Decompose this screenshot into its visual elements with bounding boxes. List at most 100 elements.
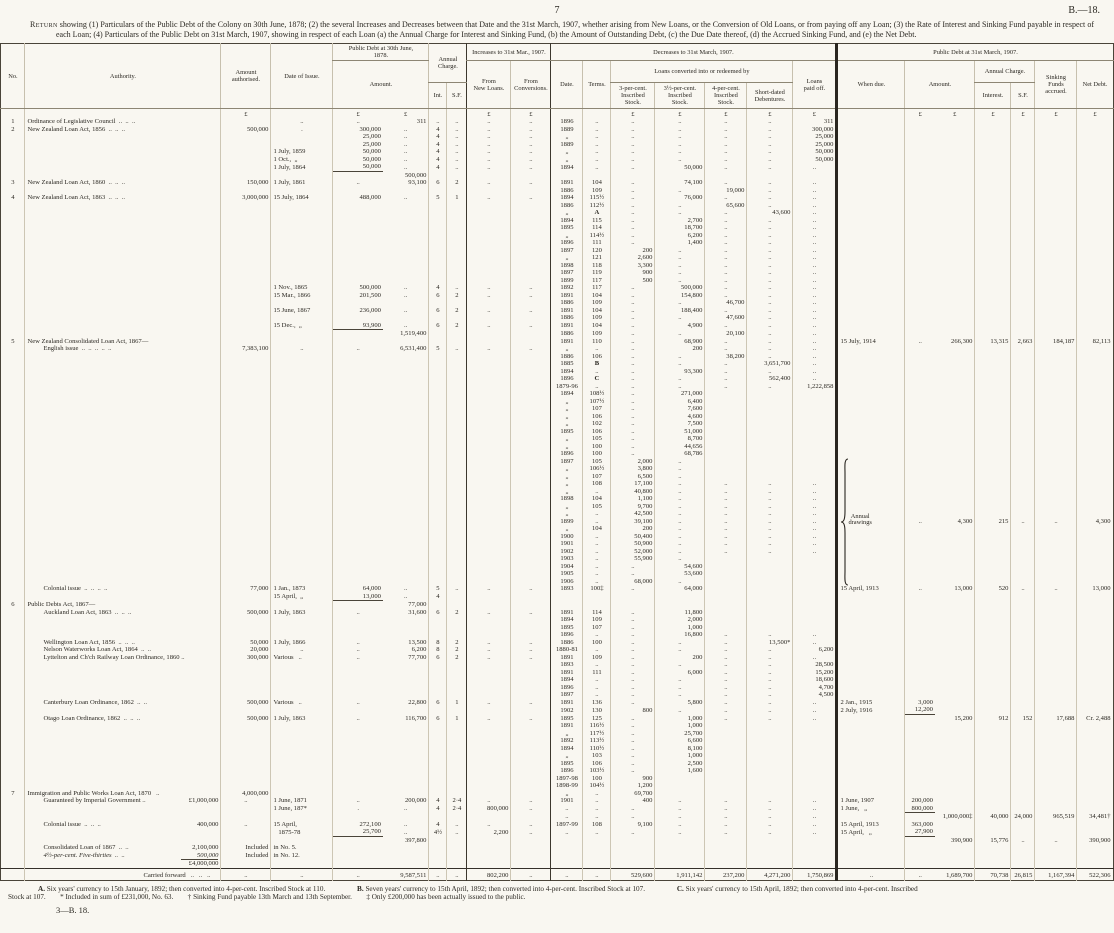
table-row: Nelson Waterworks Loan Act, 1864 .. .. 20… [1,646,1114,654]
cell [835,209,905,217]
cell: .. [792,517,837,526]
cell [746,171,793,180]
cell [704,744,747,753]
cell [383,767,429,775]
cell [24,540,221,548]
cell [332,246,383,255]
header-amount-1907: Amount. [904,60,975,110]
cell [428,495,447,503]
cell: 18,700 [654,224,705,232]
cell [270,420,333,428]
cell [1034,314,1077,322]
cell [270,570,333,578]
cell [904,118,935,126]
cell [935,730,975,738]
cell [904,555,935,563]
cell: .. [904,867,935,881]
cell: .. [746,661,793,669]
cell: .. [792,714,837,723]
cell: 1,519,400 [400,330,427,338]
cell [974,540,1011,548]
cell [1034,442,1077,451]
cell [974,375,1011,383]
cell: 27,900 [904,828,935,837]
cell [792,405,837,413]
cell: £ [654,108,705,119]
cell: 500,000 [654,284,705,292]
cell [1010,623,1035,632]
cell [904,835,935,845]
cell [510,216,551,225]
cell [446,367,467,376]
cell [383,368,429,376]
cell [1076,231,1114,240]
cell [1076,457,1114,466]
cell: .. [746,337,793,346]
cell [792,729,837,738]
cell [904,774,935,783]
cell [270,171,333,180]
cell [383,254,429,262]
cell: .. [704,224,747,232]
cell: .. [610,562,655,571]
cell [1076,420,1114,428]
cell: .. [654,487,705,496]
cell: .. [704,209,747,217]
cell [904,179,935,187]
cell: 1,222,858 [792,382,837,391]
cell [332,859,383,869]
cell: 115½ [582,194,611,202]
cell [24,360,221,368]
cell [792,623,837,632]
table-row: 1894 109.. 2,000 [1,616,1114,624]
cell [974,547,1011,556]
cell [1010,744,1035,753]
cell [270,352,333,361]
table-row: 1896.... 16,800...... [1,631,1114,639]
cell: .. [610,698,655,707]
cell [1076,698,1114,707]
cell [904,148,935,156]
cell [270,789,333,798]
cell: 6 [428,291,447,300]
cell [550,836,583,845]
cell: „ [550,345,583,353]
cell [974,118,1011,126]
cell: .. [610,737,655,745]
cell [24,201,221,210]
cell [792,759,837,768]
cell [582,836,611,845]
cell [746,442,793,451]
cell [792,782,837,790]
cell [383,269,429,277]
cell [428,683,447,692]
cell [383,428,429,436]
cell [446,269,467,277]
cell [383,239,429,247]
cell [974,254,1011,262]
cell [1076,269,1114,277]
cell [746,577,793,586]
cell: 522,306 [1076,867,1114,881]
cell [974,209,1011,217]
cell [1,699,25,707]
cell: .. [582,562,611,571]
cell: .. [654,828,705,837]
cell: .. [610,752,655,760]
cell: 2 [446,321,467,330]
cell: 16,800 [654,631,705,639]
cell [935,209,975,217]
cell [1010,502,1035,511]
cell: .. [746,495,793,503]
cell: 4,500 [792,691,837,699]
cell: .. [610,209,655,217]
cell [746,562,793,571]
cell [935,624,975,632]
cell [220,412,271,421]
cell [24,812,221,821]
cell [220,321,271,330]
cell [1076,442,1114,451]
cell [835,562,905,571]
cell: .. [510,306,551,315]
cell [510,435,551,443]
